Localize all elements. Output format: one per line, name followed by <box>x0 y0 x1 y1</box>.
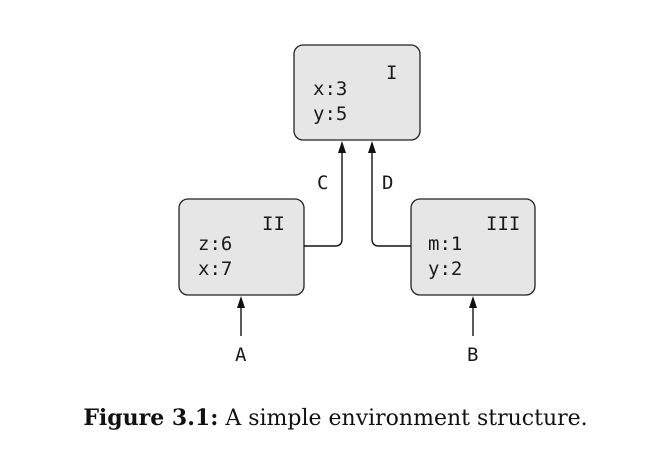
edge-d-label: D <box>382 172 393 194</box>
edge-b-label: B <box>467 344 478 366</box>
frame-iii-binding-2: y:2 <box>428 258 462 280</box>
edge-d-arrowhead <box>368 141 376 153</box>
frame-i-binding-2: y:5 <box>313 103 347 125</box>
frame-ii-binding-1: z:6 <box>198 233 232 255</box>
edge-c-label: C <box>317 172 328 194</box>
edge-a-label: A <box>235 344 247 366</box>
frame-iii-binding-1: m:1 <box>428 233 462 255</box>
edge-d-line <box>371 146 411 247</box>
frame-iii-label: III <box>486 213 520 235</box>
frame-i-label: I <box>386 62 397 84</box>
frame-i-binding-1: x:3 <box>313 78 347 100</box>
frame-iii: III m:1 y:2 <box>410 198 536 296</box>
frame-ii: II z:6 x:7 <box>178 198 305 296</box>
edge-a-arrowhead <box>237 296 245 308</box>
edge-c-arrowhead <box>338 141 346 153</box>
figure-number: Figure 3.1: <box>83 405 219 431</box>
edge-b-arrowhead <box>469 296 477 308</box>
figure-caption-text: A simple environment structure. <box>225 406 588 431</box>
edge-c-line <box>304 146 343 247</box>
frame-ii-label: II <box>262 213 285 235</box>
frame-ii-binding-2: x:7 <box>198 258 232 280</box>
figure-caption: Figure 3.1: A simple environment structu… <box>0 405 671 431</box>
frame-i: I x:3 y:5 <box>293 44 421 141</box>
